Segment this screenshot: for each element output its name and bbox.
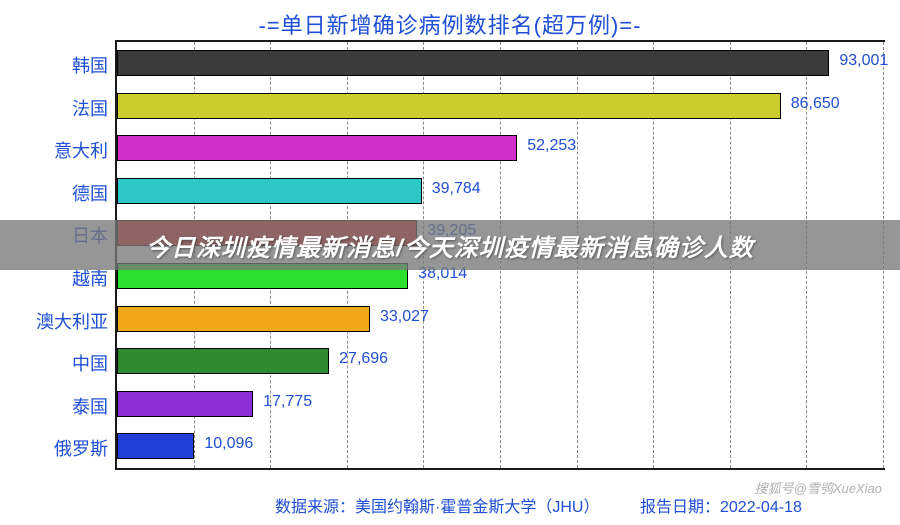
bar-value-label: 27,696: [339, 350, 388, 368]
bar: [117, 348, 329, 374]
y-axis-label: 中国: [8, 350, 108, 376]
watermark: 搜狐号@雪鸮XueXiao: [755, 478, 882, 497]
y-axis-label: 德国: [8, 180, 108, 206]
y-axis-label: 法国: [8, 95, 108, 121]
bar-row: 93,001: [117, 42, 883, 85]
footer-source: 数据来源：美国约翰斯·霍普金斯大学（JHU）: [275, 493, 599, 517]
bar-row: 10,096: [117, 425, 883, 468]
bar-value-label: 10,096: [204, 435, 253, 453]
bar: [117, 433, 194, 459]
y-axis-label: 韩国: [8, 52, 108, 78]
bar-value-label: 33,027: [380, 308, 429, 326]
bar: [117, 391, 253, 417]
bar: [117, 93, 781, 119]
y-axis-label: 俄罗斯: [8, 435, 108, 461]
bar-value-label: 52,253: [527, 137, 576, 155]
bar: [117, 178, 422, 204]
bar-row: 17,775: [117, 383, 883, 426]
y-axis-label: 澳大利亚: [8, 308, 108, 334]
bar-row: 39,784: [117, 170, 883, 213]
bar-value-label: 17,775: [263, 393, 312, 411]
bar-row: 52,253: [117, 127, 883, 170]
bar-row: 86,650: [117, 85, 883, 128]
chart-title: -=单日新增确诊病例数排名(超万例)=-: [0, 8, 900, 40]
bar: [117, 306, 370, 332]
bar-value-label: 93,001: [839, 52, 888, 70]
y-axis-label: 泰国: [8, 393, 108, 419]
bar-row: 27,696: [117, 340, 883, 383]
bar-value-label: 86,650: [791, 95, 840, 113]
bar: [117, 50, 829, 76]
bar-row: 33,027: [117, 298, 883, 341]
bar: [117, 135, 517, 161]
bar-value-label: 39,784: [432, 180, 481, 198]
overlay-band: 今日深圳疫情最新消息/今天深圳疫情最新消息确诊人数: [0, 220, 900, 270]
overlay-text: 今日深圳疫情最新消息/今天深圳疫情最新消息确诊人数: [146, 228, 754, 263]
y-axis-label: 意大利: [8, 137, 108, 163]
chart-area: -=单日新增确诊病例数排名(超万例)=- 93,001 86,650 52,253 3…: [0, 0, 900, 525]
